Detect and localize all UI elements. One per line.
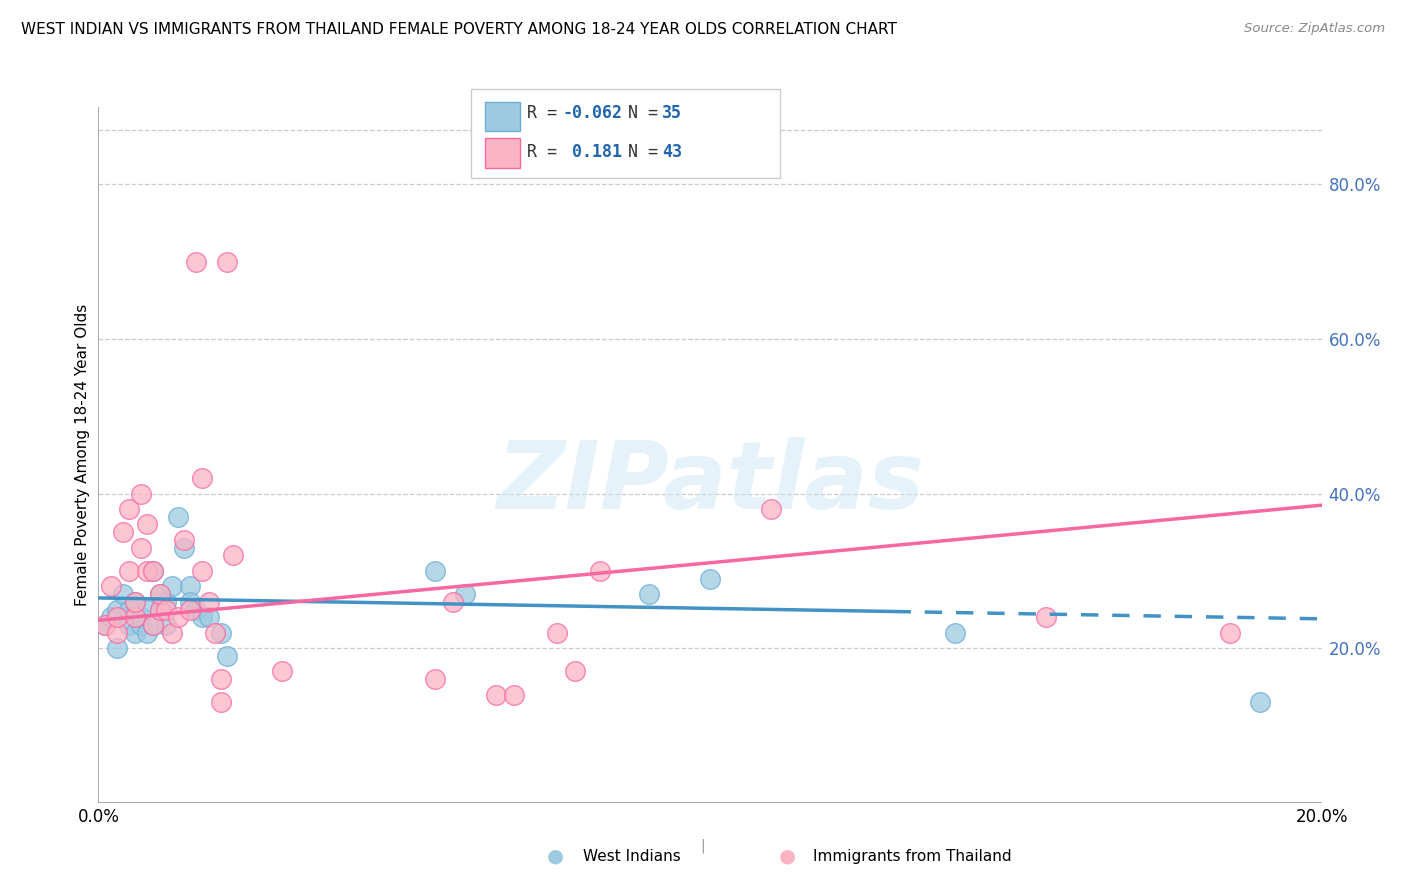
Point — [118, 564, 141, 578]
Text: 43: 43 — [662, 143, 682, 161]
Point — [546, 625, 568, 640]
Point — [118, 602, 141, 616]
Point — [136, 602, 159, 616]
Point — [160, 579, 183, 593]
Point — [124, 610, 146, 624]
Point — [943, 625, 966, 640]
Point — [222, 549, 245, 563]
Text: ●: ● — [779, 847, 796, 866]
Point — [105, 610, 128, 624]
Point — [186, 602, 208, 616]
Point — [149, 602, 172, 616]
Point — [699, 572, 721, 586]
Point — [93, 618, 115, 632]
Point — [155, 595, 177, 609]
Text: Immigrants from Thailand: Immigrants from Thailand — [813, 849, 1011, 863]
Point — [142, 618, 165, 632]
Point — [173, 541, 195, 555]
Point — [179, 579, 201, 593]
Point — [105, 625, 128, 640]
Point — [129, 486, 152, 500]
Point — [149, 587, 172, 601]
Point — [124, 595, 146, 609]
Text: ZIPatlas: ZIPatlas — [496, 437, 924, 529]
Point — [215, 254, 238, 268]
Point — [155, 618, 177, 632]
Point — [129, 541, 152, 555]
Point — [215, 648, 238, 663]
Point — [142, 564, 165, 578]
Text: West Indians: West Indians — [583, 849, 682, 863]
Point — [149, 602, 172, 616]
Point — [209, 695, 232, 709]
Point — [118, 502, 141, 516]
Text: -0.062: -0.062 — [562, 104, 623, 122]
Point — [191, 610, 214, 624]
Point — [186, 254, 208, 268]
Point — [1219, 625, 1241, 640]
Text: WEST INDIAN VS IMMIGRANTS FROM THAILAND FEMALE POVERTY AMONG 18-24 YEAR OLDS COR: WEST INDIAN VS IMMIGRANTS FROM THAILAND … — [21, 22, 897, 37]
Point — [105, 641, 128, 656]
Text: N =: N = — [628, 104, 668, 122]
Point — [160, 625, 183, 640]
Point — [136, 625, 159, 640]
Point — [124, 595, 146, 609]
Point — [111, 587, 134, 601]
Point — [93, 618, 115, 632]
Point — [564, 665, 586, 679]
Point — [129, 610, 152, 624]
Point — [197, 595, 219, 609]
Point — [441, 595, 464, 609]
Point — [173, 533, 195, 547]
Point — [1249, 695, 1271, 709]
Point — [637, 587, 661, 601]
Text: ●: ● — [547, 847, 564, 866]
Point — [179, 602, 201, 616]
Point — [118, 618, 141, 632]
Text: R =: R = — [527, 104, 567, 122]
Point — [485, 688, 508, 702]
Text: 0.181: 0.181 — [562, 143, 623, 161]
Point — [105, 602, 128, 616]
Point — [191, 471, 214, 485]
Point — [136, 564, 159, 578]
Point — [759, 502, 782, 516]
Point — [149, 587, 172, 601]
Text: R =: R = — [527, 143, 567, 161]
Text: |: | — [700, 838, 706, 853]
Point — [197, 610, 219, 624]
Text: N =: N = — [628, 143, 668, 161]
Text: 35: 35 — [662, 104, 682, 122]
Point — [454, 587, 477, 601]
Point — [167, 610, 190, 624]
Point — [503, 688, 526, 702]
Point — [167, 509, 190, 524]
Point — [589, 564, 612, 578]
Point — [136, 517, 159, 532]
Point — [111, 525, 134, 540]
Point — [124, 625, 146, 640]
Point — [100, 610, 122, 624]
Point — [191, 564, 214, 578]
Point — [1035, 610, 1057, 624]
Point — [142, 564, 165, 578]
Point — [423, 672, 446, 686]
Point — [204, 625, 226, 640]
Point — [100, 579, 122, 593]
Point — [209, 625, 232, 640]
Point — [423, 564, 446, 578]
Y-axis label: Female Poverty Among 18-24 Year Olds: Female Poverty Among 18-24 Year Olds — [75, 304, 90, 606]
Text: Source: ZipAtlas.com: Source: ZipAtlas.com — [1244, 22, 1385, 36]
Point — [209, 672, 232, 686]
Point — [179, 595, 201, 609]
Point — [142, 618, 165, 632]
Point — [155, 602, 177, 616]
Point — [129, 618, 152, 632]
Point — [270, 665, 292, 679]
